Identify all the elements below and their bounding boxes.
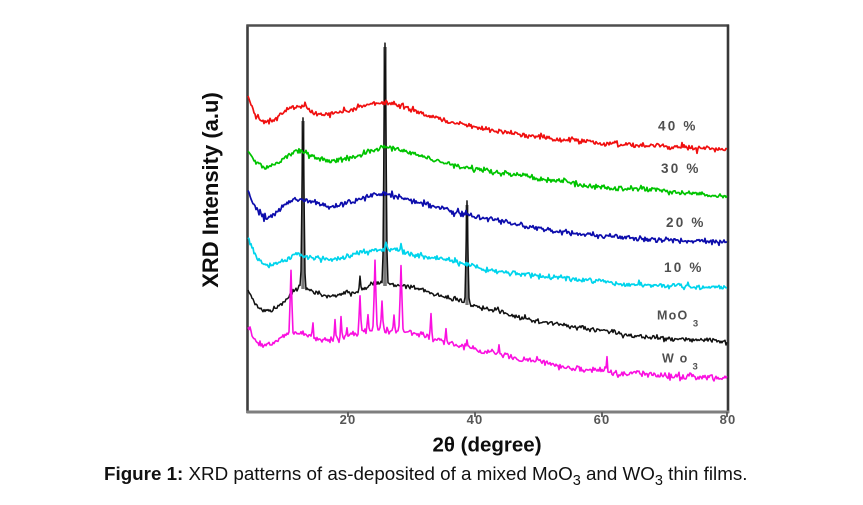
- svg-text:XRD Intensity (a.u): XRD Intensity (a.u): [198, 92, 223, 288]
- svg-text:40 %: 40 %: [658, 119, 698, 134]
- svg-text:MoO3: MoO3: [657, 309, 699, 330]
- svg-text:80: 80: [720, 412, 737, 427]
- svg-text:10 %: 10 %: [664, 260, 704, 275]
- svg-text:20: 20: [340, 412, 357, 427]
- svg-text:40: 40: [467, 412, 484, 427]
- svg-text:2θ (degree): 2θ (degree): [432, 434, 541, 457]
- svg-text:20 %: 20 %: [666, 215, 706, 230]
- svg-text:30 %: 30 %: [661, 161, 701, 176]
- svg-text:60: 60: [594, 412, 611, 427]
- svg-text:Figure 1: XRD patterns of as-d: Figure 1: XRD patterns of as-deposited o…: [104, 463, 748, 489]
- svg-text:W o3: W o3: [662, 352, 699, 373]
